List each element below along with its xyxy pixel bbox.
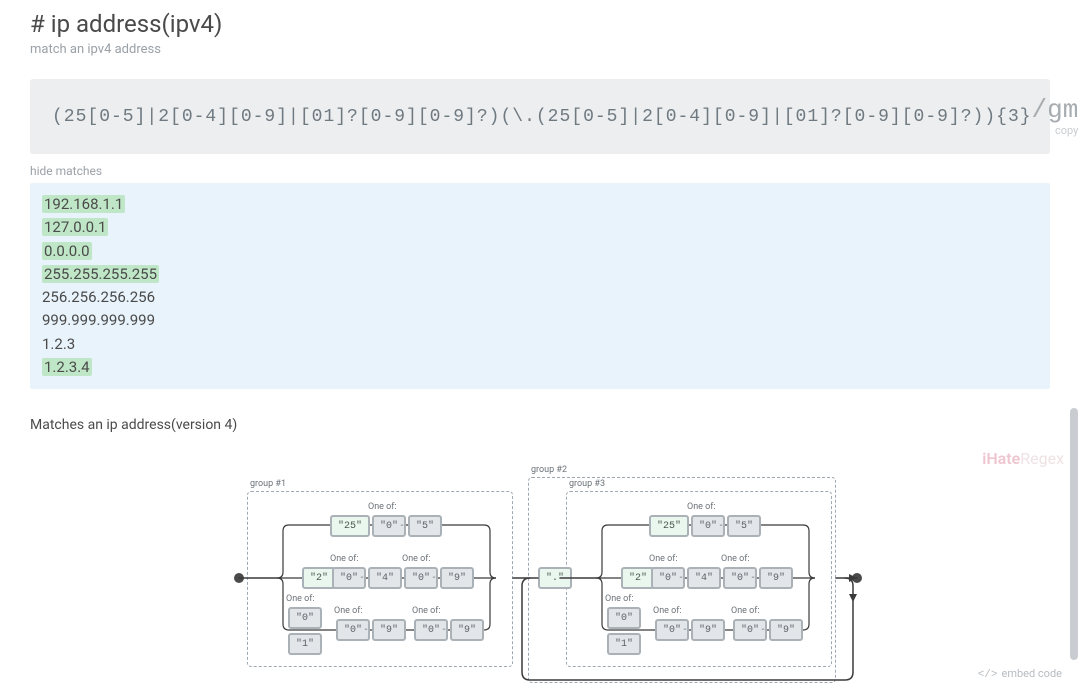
test-line: 127.0.0.1 [42,216,1038,239]
tok: "5" [408,515,442,537]
tok: "25" [649,515,689,537]
scrollbar-thumb[interactable] [1070,408,1078,660]
tok: "2" [302,567,336,589]
tok: "0" [288,607,322,629]
page-subtitle: match an ipv4 address [30,42,1050,57]
tok: "9" [691,619,725,641]
explanation-text: Matches an ip address(version 4) [30,417,1050,433]
test-line: 1.2.3.4 [42,356,1038,379]
tok: "9" [372,619,406,641]
regex-flags: /gm [1032,97,1079,123]
regex-diagram: iHateRegex group #1 group #2 group #3 ".… [30,445,1074,689]
tok: "9" [440,567,474,589]
test-line: 0.0.0.0 [42,240,1038,263]
hide-matches-toggle[interactable]: hide matches [30,164,102,178]
test-line: 1.2.3 [42,333,1038,356]
test-line: 192.168.1.1 [42,193,1038,216]
test-strings-panel: 192.168.1.1127.0.0.10.0.0.0255.255.255.2… [30,183,1050,389]
tok: "0" [607,607,641,629]
embed-code-button[interactable]: </>embed code [978,667,1062,681]
tok: "1" [288,633,322,655]
regex-display: (25[0-5]|2[0-4][0-9]|[01]?[0-9][0-9]?)(\… [30,79,1050,154]
copy-button[interactable]: copy [1032,125,1079,136]
test-line: 999.999.999.999 [42,309,1038,332]
tok: "9" [759,567,793,589]
test-line: 255.255.255.255 [42,263,1038,286]
tok: "9" [769,619,803,641]
test-line: 256.256.256.256 [42,286,1038,309]
tok: "2" [621,567,655,589]
tok: "25" [330,515,370,537]
page-title: # ip address(ipv4) [30,10,1050,38]
tok: "9" [450,619,484,641]
tok: "4" [687,567,721,589]
tok: "5" [727,515,761,537]
regex-pattern: (25[0-5]|2[0-4][0-9]|[01]?[0-9][0-9]?)(\… [52,107,1032,127]
tok: "1" [607,633,641,655]
tok: "4" [368,567,402,589]
